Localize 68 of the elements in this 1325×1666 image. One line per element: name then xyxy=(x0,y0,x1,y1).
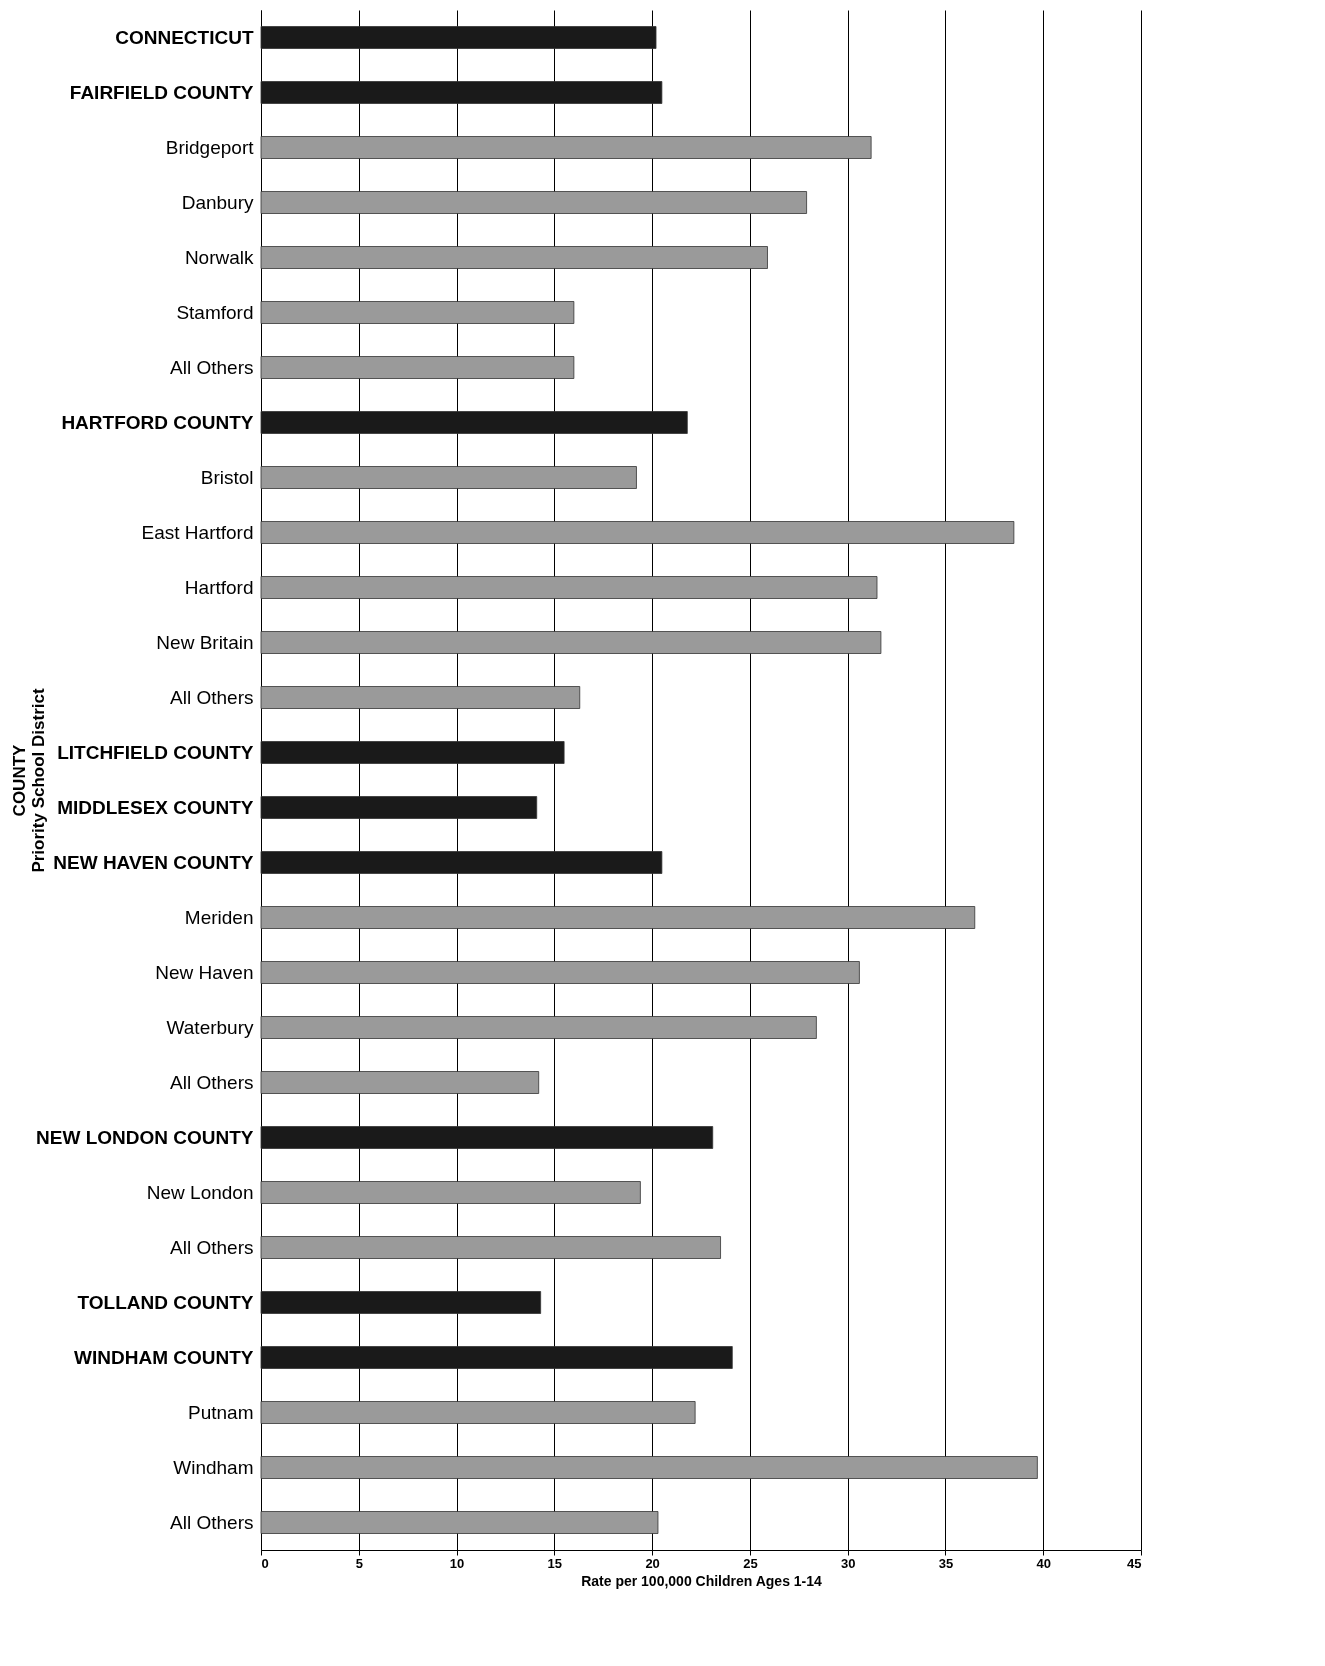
y-tick-label: Bristol xyxy=(200,466,254,488)
bar xyxy=(260,191,807,214)
x-axis-title: Rate per 100,000 Children Ages 1-14 xyxy=(581,1572,823,1589)
y-tick-label: Bridgeport xyxy=(165,136,255,158)
bar xyxy=(260,631,882,654)
bar xyxy=(260,1511,659,1534)
y-tick-label: New Haven xyxy=(155,961,254,983)
y-tick-label: Windham xyxy=(173,1456,254,1478)
x-tick-label: 25 xyxy=(743,1555,758,1571)
bar xyxy=(260,686,581,709)
y-tick-label: HARTFORD COUNTY xyxy=(61,411,254,433)
y-tick-label: All Others xyxy=(170,1071,254,1093)
y-tick-label: Danbury xyxy=(181,191,254,213)
bar xyxy=(260,1016,817,1039)
x-tick-label: 15 xyxy=(547,1555,563,1571)
bar xyxy=(260,246,768,269)
x-tick-label: 40 xyxy=(1036,1555,1051,1571)
x-tick-label: 10 xyxy=(449,1555,465,1571)
bar xyxy=(260,1126,714,1149)
bar xyxy=(260,1346,733,1369)
bar xyxy=(260,1236,721,1259)
bar xyxy=(260,1456,1038,1479)
bar xyxy=(260,136,872,159)
bar xyxy=(260,961,860,984)
y-tick-label: Norwalk xyxy=(184,246,254,268)
y-tick-label: TOLLAND COUNTY xyxy=(77,1291,254,1313)
bar xyxy=(260,1401,696,1424)
y-tick-label: CONNECTICUT xyxy=(115,26,254,48)
y-tick-label: East Hartford xyxy=(141,521,254,543)
y-tick-label: NEW HAVEN COUNTY xyxy=(53,851,254,873)
y-tick-label: MIDDLESEX COUNTY xyxy=(57,796,254,818)
bar xyxy=(260,1181,641,1204)
y-tick-label: All Others xyxy=(170,1236,254,1258)
y-tick-label: NEW LONDON COUNTY xyxy=(36,1126,254,1148)
x-tick-label: 0 xyxy=(261,1555,269,1571)
x-tick-label: 45 xyxy=(1127,1555,1142,1571)
bar xyxy=(260,1291,542,1314)
y-tick-label: Waterbury xyxy=(166,1016,254,1038)
y-tick-label: LITCHFIELD COUNTY xyxy=(57,741,254,763)
y-tick-label: All Others xyxy=(170,1511,254,1533)
y-tick-label: All Others xyxy=(170,686,254,708)
y-tick-label: Putnam xyxy=(188,1401,254,1423)
bar xyxy=(260,906,976,929)
y-tick-label: FAIRFIELD COUNTY xyxy=(69,81,254,103)
bar xyxy=(260,741,565,764)
bar xyxy=(260,411,688,434)
y-tick-label: New London xyxy=(146,1181,254,1203)
bar xyxy=(260,466,637,489)
y-tick-label: Meriden xyxy=(184,906,254,928)
bar xyxy=(260,301,575,324)
y-tick-label: Hartford xyxy=(184,576,254,598)
y-tick-label: All Others xyxy=(170,356,254,378)
bar xyxy=(260,1071,540,1094)
x-tick-label: 5 xyxy=(355,1555,363,1571)
bar xyxy=(260,796,538,819)
y-tick-label: WINDHAM COUNTY xyxy=(74,1346,254,1368)
y-axis-title: COUNTY Priority School District xyxy=(9,688,48,873)
bar xyxy=(260,576,878,599)
bar xyxy=(260,521,1015,544)
bar xyxy=(260,81,663,104)
bar xyxy=(260,356,575,379)
bar xyxy=(260,26,657,49)
x-tick-label: 30 xyxy=(840,1555,856,1571)
x-tick-label: 20 xyxy=(645,1555,660,1571)
bar xyxy=(260,851,663,874)
y-tick-label: Stamford xyxy=(176,301,254,323)
x-tick-label: 35 xyxy=(938,1555,954,1571)
y-tick-label: New Britain xyxy=(156,631,254,653)
